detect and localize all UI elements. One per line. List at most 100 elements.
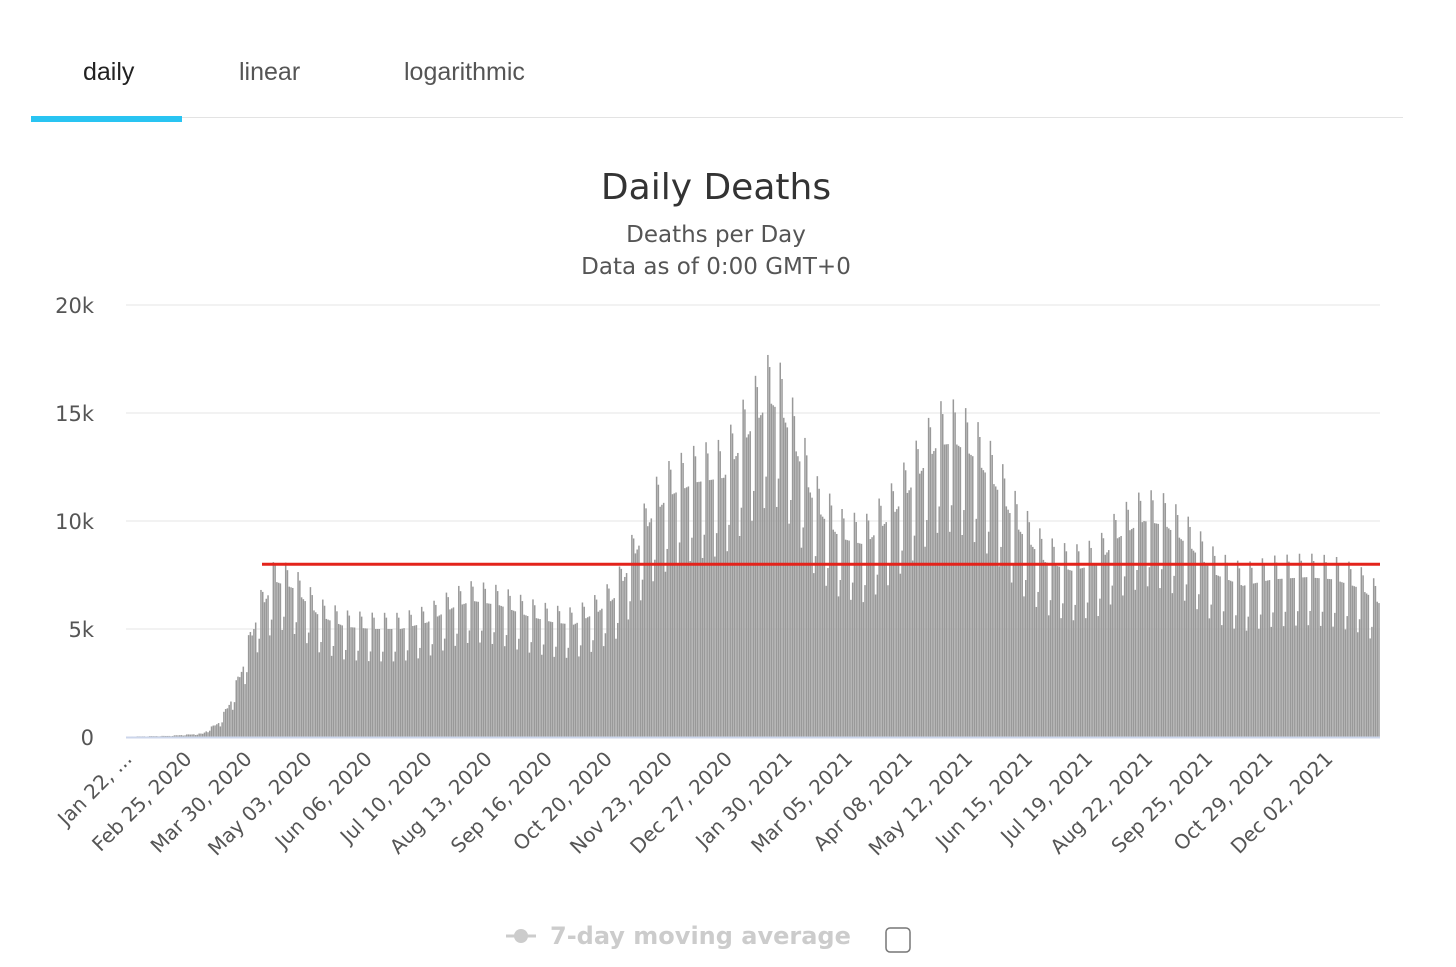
daily-deaths-bar <box>790 500 792 737</box>
daily-deaths-bar <box>1138 492 1140 737</box>
daily-deaths-bar <box>943 444 946 737</box>
daily-deaths-bar <box>479 642 481 737</box>
daily-deaths-bar <box>994 486 997 737</box>
daily-deaths-bar <box>650 518 653 737</box>
daily-deaths-bar <box>1088 540 1091 737</box>
daily-deaths-bar <box>246 672 248 737</box>
daily-deaths-bar <box>1319 625 1322 737</box>
daily-deaths-bar <box>403 628 405 737</box>
daily-deaths-bar <box>1175 504 1177 737</box>
daily-deaths-bar <box>629 601 631 737</box>
daily-deaths-bar <box>194 735 197 737</box>
daily-deaths-bar <box>459 591 462 737</box>
daily-deaths-bar <box>1003 478 1006 737</box>
daily-deaths-bar <box>855 522 857 737</box>
tab-daily[interactable]: daily <box>83 58 135 86</box>
daily-deaths-bar <box>940 401 942 737</box>
daily-deaths-bar <box>599 610 601 737</box>
tab-linear[interactable]: linear <box>239 58 301 86</box>
daily-deaths-bar <box>551 622 554 737</box>
daily-deaths-bar <box>187 734 190 737</box>
daily-deaths-bar <box>249 631 252 737</box>
daily-deaths-bar <box>419 647 421 737</box>
daily-deaths-bar <box>1360 567 1363 737</box>
daily-deaths-bar <box>306 643 308 737</box>
daily-deaths-bar <box>604 633 607 737</box>
daily-deaths-bar <box>325 618 328 737</box>
daily-deaths-bar <box>394 651 396 737</box>
daily-deaths-bar <box>685 487 688 737</box>
daily-deaths-bar <box>496 591 499 737</box>
daily-deaths-bar <box>369 651 372 737</box>
daily-deaths-bar <box>1226 562 1228 737</box>
daily-deaths-bar <box>1171 593 1174 737</box>
daily-deaths-bar <box>687 486 690 737</box>
tab-logarithmic[interactable]: logarithmic <box>404 58 525 86</box>
daily-deaths-bar <box>636 549 638 737</box>
daily-deaths-bar <box>1351 585 1354 737</box>
daily-deaths-bar <box>645 508 647 737</box>
daily-deaths-bar <box>235 680 238 737</box>
x-tick-label: Nov 23, 2020 <box>565 747 677 859</box>
daily-deaths-bar <box>788 523 790 737</box>
daily-deaths-bar <box>378 629 381 737</box>
daily-deaths-bar <box>816 476 819 737</box>
daily-deaths-bar <box>996 489 999 737</box>
daily-deaths-bar <box>560 623 562 737</box>
daily-deaths-bar <box>1169 529 1172 737</box>
daily-deaths-bar <box>1263 564 1265 737</box>
daily-deaths-bar <box>890 483 893 737</box>
daily-deaths-bar <box>1189 526 1191 737</box>
daily-deaths-bar <box>595 599 598 737</box>
daily-deaths-bar <box>602 646 605 737</box>
daily-deaths-bar <box>226 708 229 737</box>
daily-deaths-bar <box>744 409 746 737</box>
legend-item-7-day-moving-average[interactable]: 7-day moving average <box>506 922 851 950</box>
daily-deaths-bar <box>601 608 603 737</box>
daily-deaths-bar <box>217 723 220 737</box>
daily-deaths-bar <box>989 440 992 737</box>
daily-deaths-bar <box>1058 566 1061 737</box>
daily-deaths-bar <box>758 417 760 737</box>
daily-deaths-bar <box>1044 562 1046 737</box>
daily-deaths-bar <box>966 422 969 737</box>
daily-deaths-bar <box>700 481 702 737</box>
daily-deaths-bar <box>781 378 783 737</box>
daily-deaths-bar <box>1164 503 1167 737</box>
daily-deaths-bar <box>180 735 183 737</box>
legend-checkbox[interactable] <box>885 927 911 953</box>
daily-deaths-bar <box>1327 578 1329 737</box>
daily-deaths-bar <box>463 603 465 737</box>
daily-deaths-bar <box>1353 586 1356 737</box>
daily-deaths-bar <box>749 431 751 737</box>
daily-deaths-bar <box>661 504 663 737</box>
daily-deaths-bar <box>714 556 716 737</box>
daily-deaths-bar <box>763 508 766 737</box>
daily-deaths-bar <box>970 454 972 737</box>
daily-deaths-bar <box>1095 564 1098 737</box>
daily-deaths-bar <box>1019 531 1022 737</box>
daily-deaths-bar <box>643 503 645 737</box>
daily-deaths-bar <box>1097 616 1099 737</box>
daily-deaths-bar <box>846 540 849 737</box>
daily-deaths-bar <box>675 492 677 737</box>
daily-deaths-bar <box>302 599 305 737</box>
daily-deaths-bar <box>1187 516 1189 737</box>
daily-deaths-bar <box>1304 577 1306 737</box>
daily-deaths-bar <box>1108 550 1110 737</box>
daily-deaths-bar <box>223 711 225 737</box>
daily-deaths-bar <box>178 735 181 737</box>
y-tick-label: 20k <box>55 294 95 318</box>
daily-deaths-bar <box>433 600 435 737</box>
daily-deaths-bar <box>913 535 916 737</box>
daily-deaths-bar <box>341 625 343 737</box>
daily-deaths-bar <box>539 619 541 737</box>
daily-deaths-bar <box>452 607 455 737</box>
daily-deaths-bar <box>968 453 970 737</box>
daily-deaths-bar <box>1357 632 1359 737</box>
daily-deaths-bar <box>436 616 439 737</box>
daily-deaths-bar <box>1062 603 1064 737</box>
daily-deaths-bar <box>850 599 852 737</box>
daily-deaths-bar <box>458 585 460 737</box>
daily-deaths-bar <box>1099 598 1101 737</box>
